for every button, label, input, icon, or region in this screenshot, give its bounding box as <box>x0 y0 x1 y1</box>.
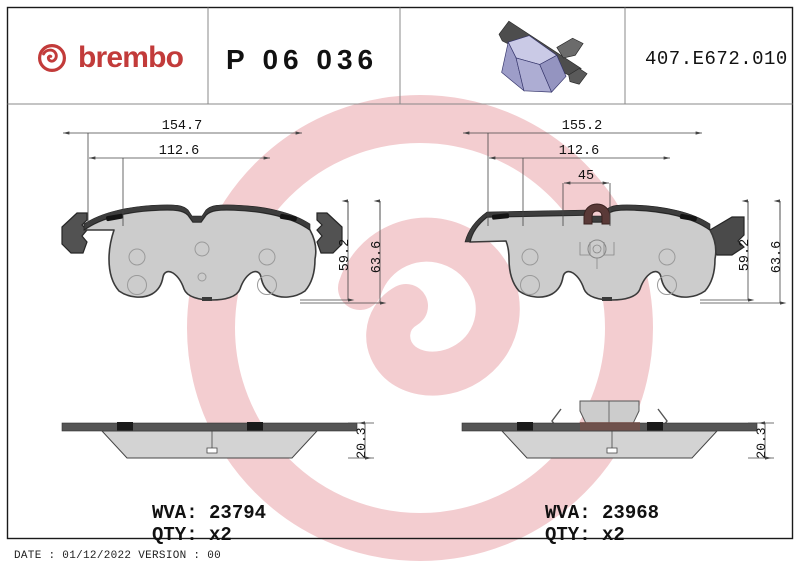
svg-text:WVA: 23794: WVA: 23794 <box>152 502 266 524</box>
svg-text:59.2: 59.2 <box>338 239 353 271</box>
svg-text:20.3: 20.3 <box>354 427 369 458</box>
svg-text:WVA: 23968: WVA: 23968 <box>545 502 659 524</box>
svg-text:112.6: 112.6 <box>159 144 200 159</box>
svg-text:20.3: 20.3 <box>754 427 769 458</box>
svg-text:155.2: 155.2 <box>562 119 603 134</box>
svg-text:63.6: 63.6 <box>770 241 785 273</box>
svg-text:112.6: 112.6 <box>559 144 600 159</box>
svg-text:63.6: 63.6 <box>370 241 385 273</box>
svg-text:QTY: x2: QTY: x2 <box>545 524 625 546</box>
svg-text:59.2: 59.2 <box>738 239 753 271</box>
svg-text:45: 45 <box>578 169 594 184</box>
svg-text:QTY: x2: QTY: x2 <box>152 524 232 546</box>
svg-text:154.7: 154.7 <box>162 119 203 134</box>
